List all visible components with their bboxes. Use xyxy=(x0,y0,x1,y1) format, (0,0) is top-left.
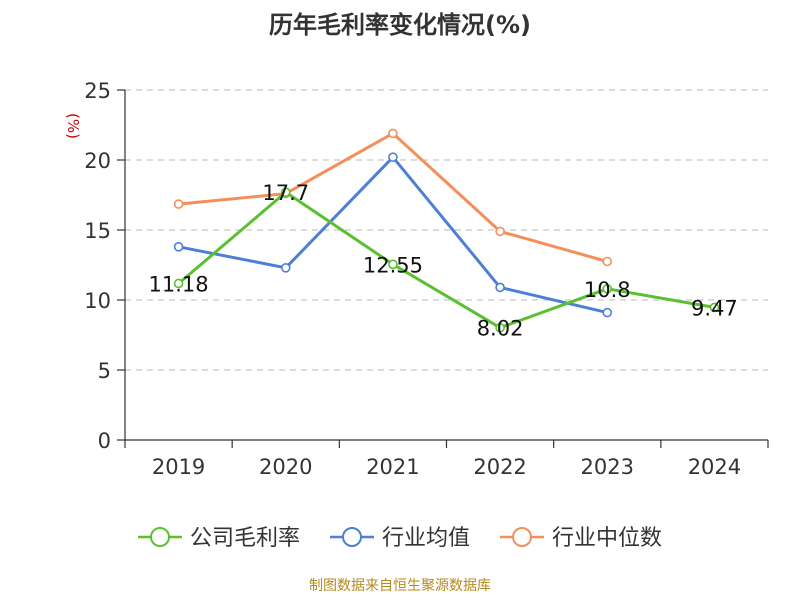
series-layer xyxy=(173,128,720,333)
data-point xyxy=(173,278,184,289)
legend-label: 公司毛利率 xyxy=(190,526,300,551)
data-point xyxy=(602,307,613,318)
legend-marker xyxy=(342,527,362,547)
y-tick-label: 10 xyxy=(84,289,111,313)
source-note: 制图数据来自恒生聚源数据库 xyxy=(309,578,491,594)
data-point xyxy=(495,226,505,237)
data-label: 8.02 xyxy=(477,317,524,341)
x-tick-label: 2019 xyxy=(152,455,205,479)
legend-item[interactable]: 公司毛利率 xyxy=(138,526,300,551)
data-label: 10.8 xyxy=(584,278,631,302)
legend-label: 行业均值 xyxy=(382,526,470,551)
data-point xyxy=(173,242,184,252)
data-point xyxy=(602,283,613,294)
data-label: 9.47 xyxy=(691,296,738,320)
data-point xyxy=(280,262,291,273)
x-tick-label: 2022 xyxy=(473,455,526,479)
legend-marker xyxy=(512,527,532,547)
data-labels: 11.18 17.7 12.55 8.02 10.8 9.47 xyxy=(149,181,738,341)
data-point xyxy=(709,302,720,313)
legend: 公司毛利率 行业均值 行业中位数 xyxy=(138,526,662,551)
y-tick-label: 5 xyxy=(98,359,111,383)
x-tick-label: 2021 xyxy=(366,455,419,479)
x-tick-label: 2023 xyxy=(581,455,634,479)
data-point xyxy=(495,322,505,333)
x-tick-label: 2024 xyxy=(688,455,741,479)
data-point xyxy=(388,128,398,139)
y-tick-label: 25 xyxy=(84,79,111,103)
gridlines xyxy=(125,89,768,371)
data-point xyxy=(602,256,613,267)
data-point xyxy=(173,199,184,209)
series-line xyxy=(177,155,609,315)
data-point xyxy=(388,259,398,270)
y-tick-label: 15 xyxy=(84,219,111,243)
chart-title: 历年毛利率变化情况(%) xyxy=(269,11,531,39)
legend-marker xyxy=(150,527,170,547)
data-point xyxy=(388,152,398,162)
data-point xyxy=(495,282,505,293)
data-label: 17.7 xyxy=(262,181,309,205)
series-line xyxy=(177,190,716,330)
data-label: 12.55 xyxy=(363,253,423,277)
data-label: 11.18 xyxy=(149,272,209,296)
legend-item[interactable]: 行业中位数 xyxy=(500,526,662,551)
x-tick-label: 2020 xyxy=(259,455,312,479)
y-tick-label: 20 xyxy=(84,149,111,173)
data-point xyxy=(280,187,291,197)
y-axis-label: (%) xyxy=(64,113,82,139)
legend-label: 行业中位数 xyxy=(552,526,662,551)
legend-item[interactable]: 行业均值 xyxy=(330,526,470,551)
axes: 0 5 10 15 20 25 2019 2020 2021 2022 2023 2024 xyxy=(84,79,769,479)
y-tick-label: 0 xyxy=(98,429,111,453)
